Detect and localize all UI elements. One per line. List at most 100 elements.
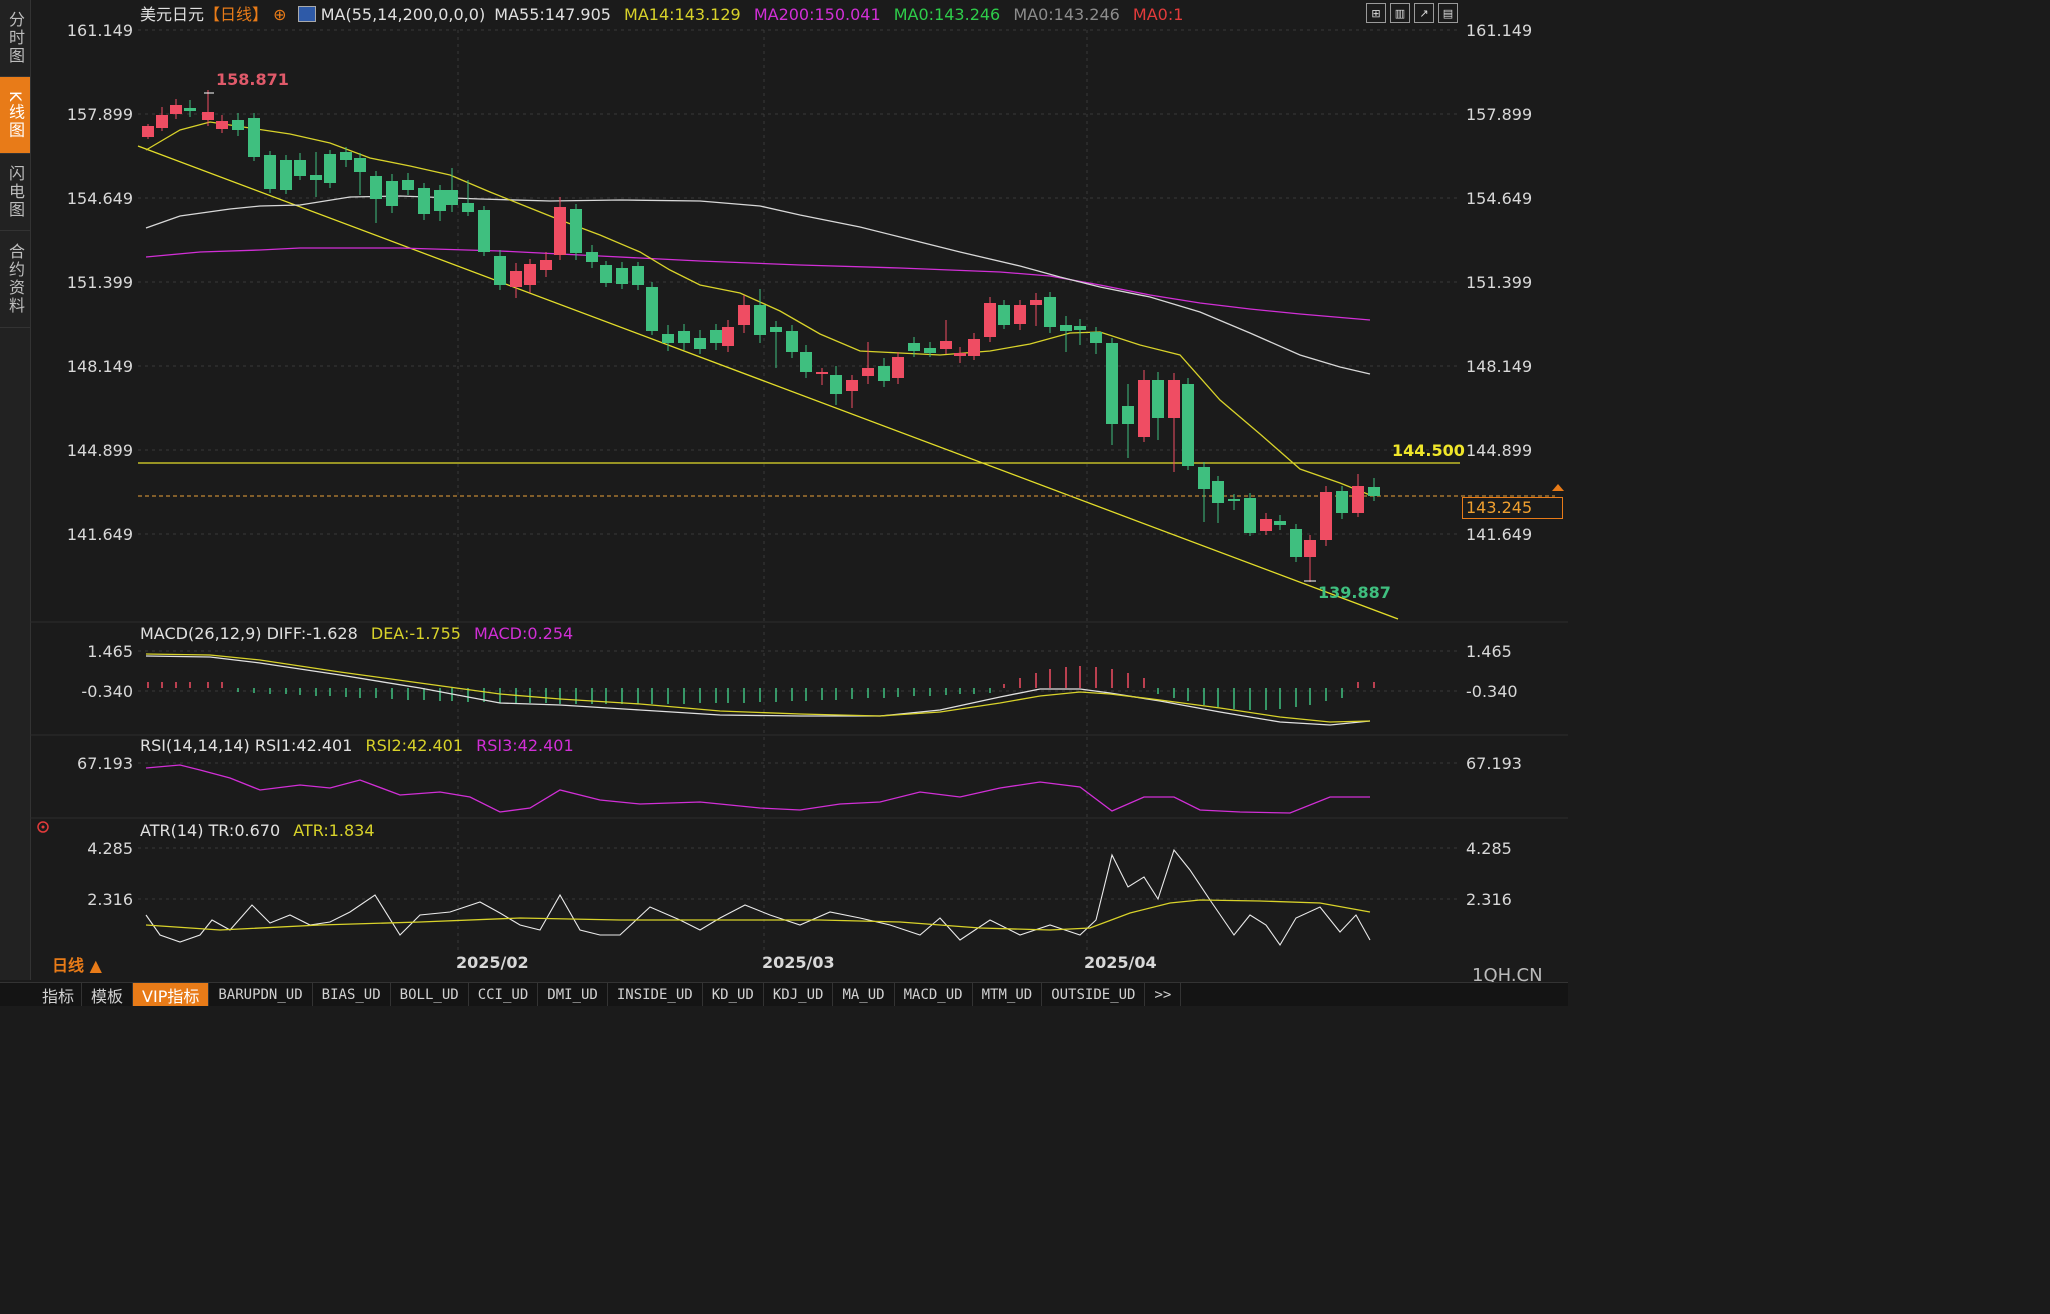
- candle: [1122, 384, 1134, 458]
- candle: [202, 90, 214, 126]
- rsi-line: [145, 764, 1370, 814]
- candle: [184, 100, 196, 117]
- tab-templates[interactable]: 模板: [82, 983, 134, 1006]
- price-tick-left: 157.899: [66, 105, 133, 124]
- atr-value: ATR:1.834: [293, 821, 375, 840]
- tab-cci[interactable]: CCI_UD: [469, 983, 539, 1006]
- tab-ma[interactable]: MA_UD: [833, 983, 895, 1006]
- candle: [280, 155, 292, 194]
- side-tab-bar: 分时图 K线图 闪电图 合约资料: [0, 0, 31, 980]
- price-tick-left: 148.149: [66, 357, 133, 376]
- atr-tick-right: 2.316: [1466, 890, 1512, 909]
- candle: [754, 289, 766, 343]
- tab-kd[interactable]: KD_UD: [703, 983, 764, 1006]
- candle: [678, 324, 690, 350]
- last-price-arrow-icon: [1552, 484, 1564, 491]
- candle: [600, 261, 612, 287]
- rsi2-value: RSI2:42.401: [365, 736, 464, 755]
- price-tick-right: 141.649: [1466, 525, 1533, 544]
- candle: [1244, 493, 1256, 536]
- date-label: 2025/03: [762, 953, 835, 972]
- candle: [710, 324, 722, 350]
- candle: [1138, 370, 1150, 442]
- tab-dmi[interactable]: DMI_UD: [538, 983, 608, 1006]
- candle: [1368, 478, 1380, 501]
- crosshair-tool-icon[interactable]: ⊞: [1366, 3, 1386, 23]
- candle: [924, 342, 936, 357]
- tab-indicators[interactable]: 指标: [0, 983, 83, 1006]
- candle: [786, 325, 798, 358]
- candle: [1014, 300, 1026, 330]
- candle: [340, 147, 352, 167]
- macd-legend: MACD(26,12,9) DIFF:-1.628 DEA:-1.755 MAC…: [140, 624, 573, 644]
- candle: [1168, 373, 1180, 472]
- tab-inside[interactable]: INSIDE_UD: [608, 983, 703, 1006]
- candle: [1090, 327, 1102, 354]
- candle: [248, 113, 260, 161]
- tab-vip-indicators[interactable]: VIP指标: [133, 983, 210, 1006]
- ma-indicator-icon[interactable]: [297, 6, 316, 22]
- macd-tick-right: -0.340: [1466, 682, 1518, 701]
- side-tab-contract-info[interactable]: 合约资料: [0, 231, 30, 328]
- indicator-tool-icon[interactable]: ↗: [1414, 3, 1434, 23]
- candle: [968, 333, 980, 360]
- candle: [632, 262, 644, 290]
- candle: [892, 352, 904, 384]
- rsi-tick-right: 67.193: [1466, 754, 1522, 773]
- draw-tool-icon[interactable]: ▤: [1438, 3, 1458, 23]
- candle: [1212, 476, 1224, 523]
- side-tab-kline[interactable]: K线图: [0, 77, 30, 154]
- tab-macd[interactable]: MACD_UD: [895, 983, 973, 1006]
- side-tab-flash[interactable]: 闪电图: [0, 154, 30, 231]
- macd-dea-line: [145, 653, 1371, 723]
- tab-mtm[interactable]: MTM_UD: [973, 983, 1043, 1006]
- candle: [1274, 515, 1286, 530]
- candle: [232, 113, 244, 136]
- tab-kdj[interactable]: KDJ_UD: [764, 983, 834, 1006]
- atr-line: [145, 899, 1371, 931]
- candle: [1060, 316, 1072, 352]
- tab-boll[interactable]: BOLL_UD: [391, 983, 469, 1006]
- candle: [478, 206, 490, 256]
- price-tick-left: 151.399: [66, 273, 133, 292]
- atr-tick-left: 2.316: [87, 890, 133, 909]
- ma55-value: MA55:147.905: [494, 5, 611, 24]
- hline-level-label: 144.500: [1392, 441, 1465, 460]
- atr-tr: TR:0.670: [208, 821, 281, 840]
- indicator-tab-bar: 指标 模板 VIP指标 BARUPDN_UD BIAS_UD BOLL_UD C…: [0, 982, 1568, 1006]
- tab-bias[interactable]: BIAS_UD: [313, 983, 391, 1006]
- rsi-legend: RSI(14,14,14) RSI1:42.401 RSI2:42.401 RS…: [140, 736, 574, 756]
- date-label: 2025/04: [1084, 953, 1157, 972]
- candle: [954, 347, 966, 363]
- ma0-value-gray: MA0:143.246: [1013, 5, 1120, 24]
- tab-barupdn[interactable]: BARUPDN_UD: [209, 983, 313, 1006]
- ma0-value-red: MA0:1: [1132, 5, 1184, 24]
- candle: [998, 300, 1010, 329]
- candle: [554, 197, 566, 260]
- chart-canvas[interactable]: [0, 0, 1568, 1005]
- candle: [264, 151, 276, 193]
- period-tool-icon[interactable]: ▥: [1390, 3, 1410, 23]
- candle: [540, 252, 552, 277]
- candle: [310, 152, 322, 197]
- side-tab-timeshare[interactable]: 分时图: [0, 0, 30, 77]
- settings-icon[interactable]: ⊕: [273, 5, 287, 24]
- candle: [1290, 524, 1302, 562]
- price-tick-right: 154.649: [1466, 189, 1533, 208]
- channel-trendline: [137, 145, 1399, 620]
- tab-more[interactable]: >>: [1145, 983, 1182, 1006]
- atr-title: ATR(14): [140, 821, 204, 840]
- macd-diff: DIFF:-1.628: [266, 624, 358, 643]
- candle: [846, 375, 858, 408]
- period-selector[interactable]: 日线 ▲: [52, 956, 102, 975]
- watermark: 1QH.CN: [1472, 965, 1543, 986]
- candle: [616, 262, 628, 289]
- tab-outside[interactable]: OUTSIDE_UD: [1042, 983, 1146, 1006]
- candle: [646, 282, 658, 335]
- rsi-title: RSI(14,14,14): [140, 736, 250, 755]
- candle: [142, 124, 154, 139]
- date-label: 2025/02: [456, 953, 529, 972]
- price-tick-left: 154.649: [66, 189, 133, 208]
- ma14-line: [145, 121, 1371, 496]
- candle: [800, 345, 812, 378]
